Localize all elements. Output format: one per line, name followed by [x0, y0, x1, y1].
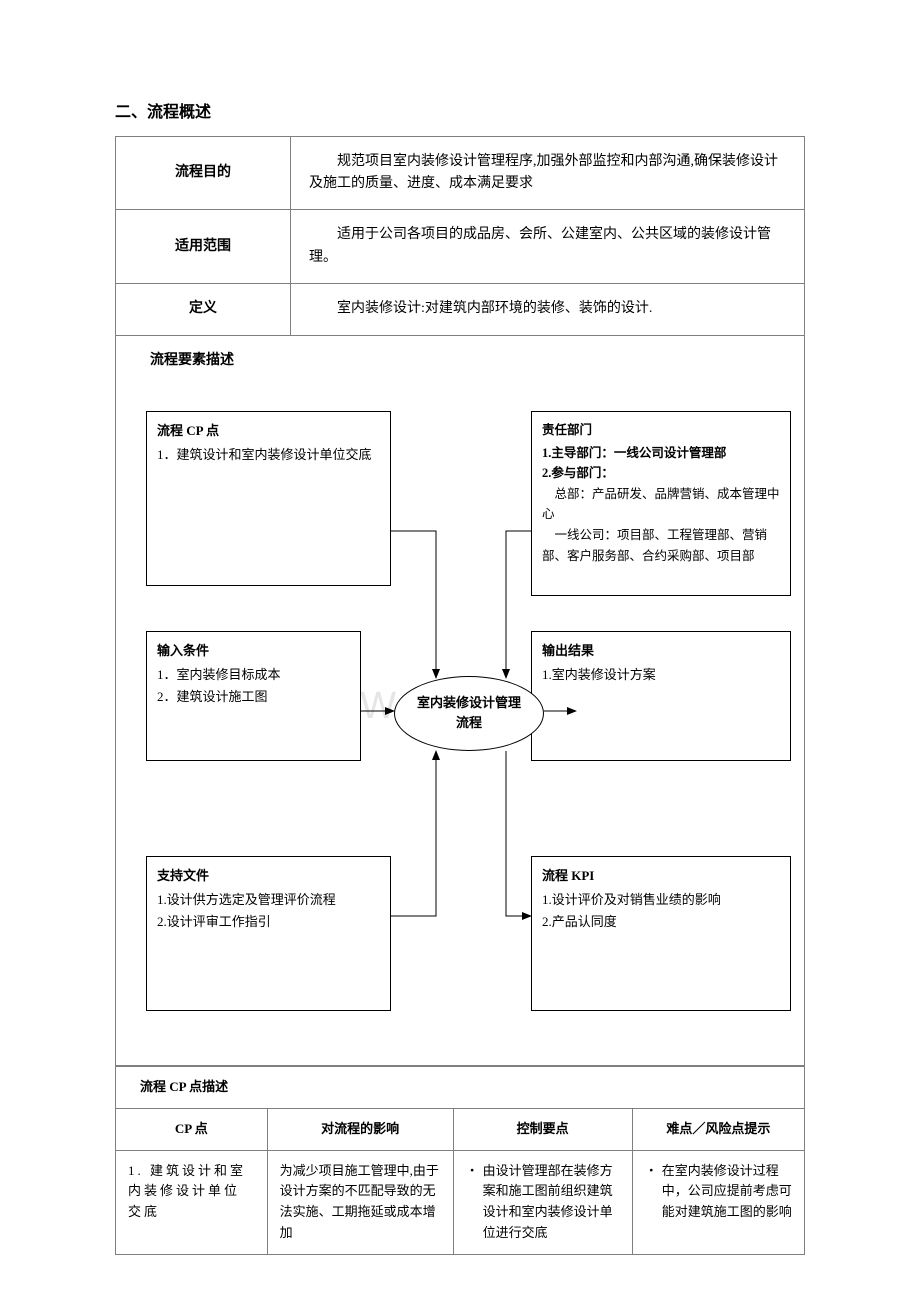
cp-desc-header-row: 流程 CP 点描述 — [116, 1066, 805, 1108]
kpi-box-item: 2.产品认同度 — [542, 911, 780, 933]
cp-header-4: 难点／风险点提示 — [632, 1108, 804, 1150]
cp-table-header: CP 点 对流程的影响 控制要点 难点／风险点提示 — [116, 1108, 805, 1150]
input-box: 输入条件 1．室内装修目标成本 2．建筑设计施工图 — [146, 631, 361, 761]
output-box-title: 输出结果 — [542, 640, 780, 662]
kpi-box-title: 流程 KPI — [542, 865, 780, 887]
row-content: 规范项目室内装修设计管理程序,加强外部监控和内部沟通,确保装修设计及施工的质量、… — [291, 136, 805, 210]
input-box-title: 输入条件 — [157, 640, 350, 662]
output-box-item: 1.室内装修设计方案 — [542, 664, 780, 686]
section-title: 二、流程概述 — [115, 100, 805, 126]
overview-row-definition: 定义 室内装修设计:对建筑内部环境的装修、装饰的设计. — [116, 284, 805, 335]
overview-table: 流程目的 规范项目室内装修设计管理程序,加强外部监控和内部沟通,确保装修设计及施… — [115, 136, 805, 386]
support-box-title: 支持文件 — [157, 865, 380, 887]
cp-cell-2: 为减少项目施工管理中,由于设计方案的不匹配导致的无法实施、工期拖延或成本增加 — [267, 1150, 453, 1254]
dept-box-item: 2.参与部门： — [542, 463, 780, 484]
elements-desc-row: 流程要素描述 — [116, 335, 805, 386]
cp-cell-1: 1. 建筑设计和室内装修设计单位交底 — [116, 1150, 268, 1254]
center-label-1: 室内装修设计管理 — [417, 693, 521, 714]
support-box-item: 2.设计评审工作指引 — [157, 911, 380, 933]
dept-box-item: 一线公司：项目部、工程管理部、营销部、客户服务部、合约采购部、项目部 — [542, 525, 780, 566]
cp-header-1: CP 点 — [116, 1108, 268, 1150]
cp-box-title: 流程 CP 点 — [157, 420, 380, 442]
center-label-2: 流程 — [456, 713, 482, 734]
bullet-icon: ・ — [466, 1161, 479, 1182]
cp-box-item: 1．建筑设计和室内装修设计单位交底 — [157, 444, 380, 466]
bullet-icon: ・ — [645, 1161, 658, 1182]
cp-cell-4: ・在室内装修设计过程中，公司应提前考虑可能对建筑施工图的影响 — [632, 1150, 804, 1254]
dept-box-title: 责任部门 — [542, 420, 780, 441]
kpi-box: 流程 KPI 1.设计评价及对销售业绩的影响 2.产品认同度 — [531, 856, 791, 1011]
cp-desc-label: 流程 CP 点描述 — [116, 1066, 805, 1108]
cp-header-3: 控制要点 — [453, 1108, 632, 1150]
row-content: 室内装修设计:对建筑内部环境的装修、装饰的设计. — [291, 284, 805, 335]
dept-box-item: 总部：产品研发、品牌营销、成本管理中心 — [542, 484, 780, 525]
support-box-item: 1.设计供方选定及管理评价流程 — [157, 889, 380, 911]
cp-table-row: 1. 建筑设计和室内装修设计单位交底 为减少项目施工管理中,由于设计方案的不匹配… — [116, 1150, 805, 1254]
cp-cell-3: ・由设计管理部在装修方案和施工图前组织建筑设计和室内装修设计单位进行交底 — [453, 1150, 632, 1254]
row-content: 适用于公司各项目的成品房、会所、公建室内、公共区域的装修设计管理。 — [291, 210, 805, 284]
dept-box-item: 1.主导部门：一线公司设计管理部 — [542, 443, 780, 464]
elements-label: 流程要素描述 — [116, 335, 805, 386]
input-box-item: 1．室内装修目标成本 — [157, 664, 350, 686]
overview-row-scope: 适用范围 适用于公司各项目的成品房、会所、公建室内、公共区域的装修设计管理。 — [116, 210, 805, 284]
row-label: 定义 — [116, 284, 291, 335]
center-oval: 室内装修设计管理 流程 — [394, 676, 544, 751]
diagram-container: WWW.ZIXIN.COM. 流程 CP 点 1．建筑设计和室内装修设计单位交底… — [115, 386, 805, 1066]
support-box: 支持文件 1.设计供方选定及管理评价流程 2.设计评审工作指引 — [146, 856, 391, 1011]
kpi-box-item: 1.设计评价及对销售业绩的影响 — [542, 889, 780, 911]
overview-row-purpose: 流程目的 规范项目室内装修设计管理程序,加强外部监控和内部沟通,确保装修设计及施… — [116, 136, 805, 210]
row-label: 适用范围 — [116, 210, 291, 284]
row-label: 流程目的 — [116, 136, 291, 210]
cp-cell-4-text: 在室内装修设计过程中，公司应提前考虑可能对建筑施工图的影响 — [662, 1161, 792, 1223]
dept-box: 责任部门 1.主导部门：一线公司设计管理部 2.参与部门： 总部：产品研发、品牌… — [531, 411, 791, 596]
cp-header-2: 对流程的影响 — [267, 1108, 453, 1150]
cp-cell-3-text: 由设计管理部在装修方案和施工图前组织建筑设计和室内装修设计单位进行交底 — [483, 1161, 620, 1244]
input-box-item: 2．建筑设计施工图 — [157, 686, 350, 708]
cp-description-table: 流程 CP 点描述 CP 点 对流程的影响 控制要点 难点／风险点提示 1. 建… — [115, 1066, 805, 1255]
cp-box: 流程 CP 点 1．建筑设计和室内装修设计单位交底 — [146, 411, 391, 586]
output-box: 输出结果 1.室内装修设计方案 — [531, 631, 791, 761]
